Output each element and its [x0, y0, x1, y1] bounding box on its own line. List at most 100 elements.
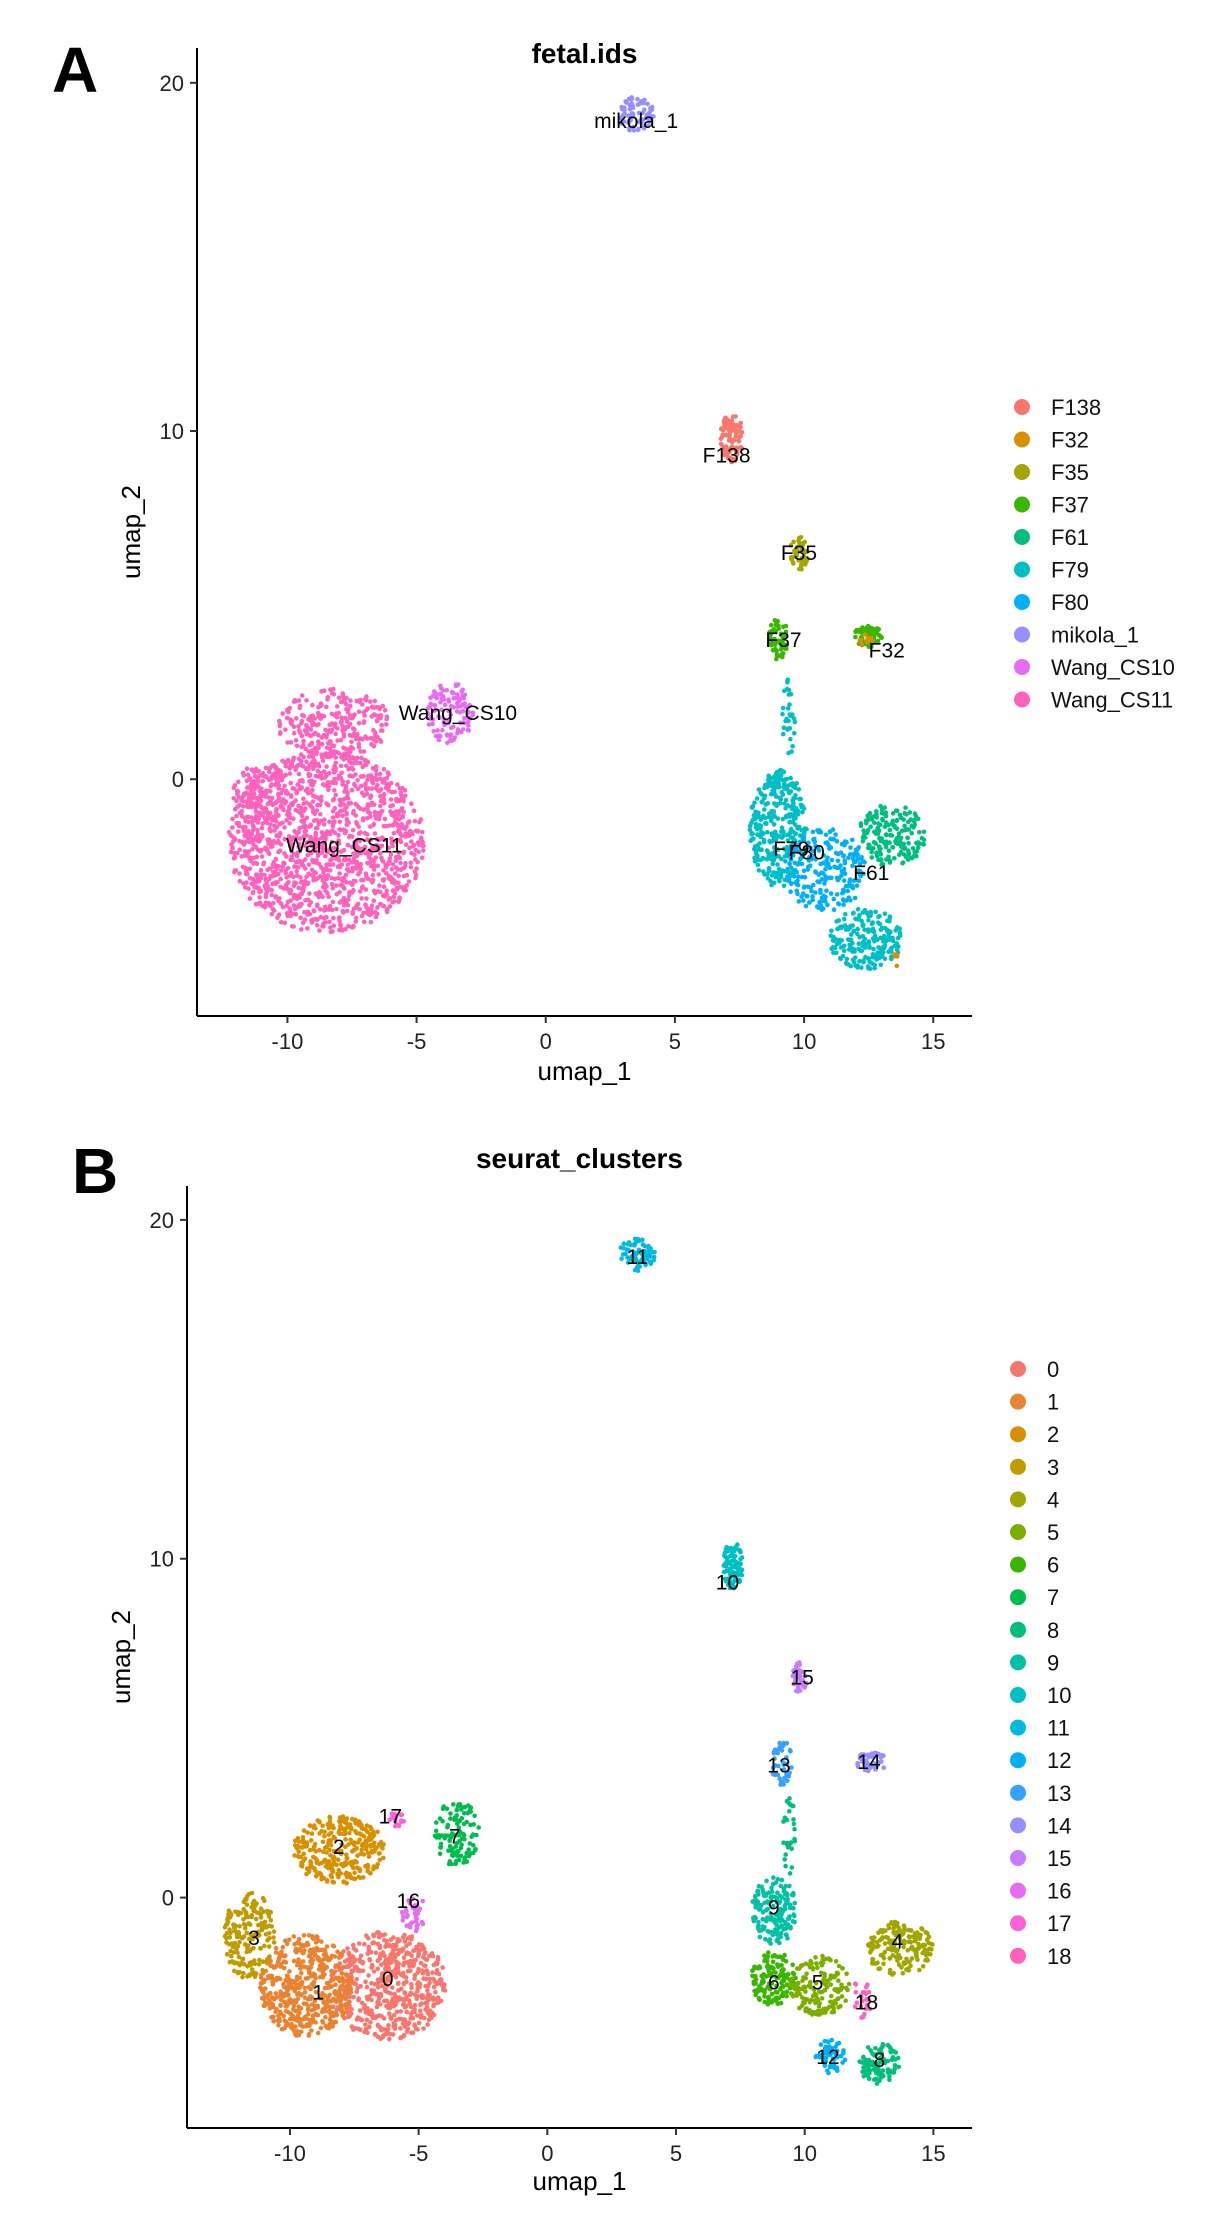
data-point	[807, 900, 812, 905]
data-point	[445, 733, 450, 738]
data-point	[813, 890, 818, 895]
data-point	[413, 1918, 419, 1924]
x-tick-label: 10	[792, 1029, 816, 1054]
data-point	[273, 895, 278, 900]
data-point	[855, 931, 860, 937]
data-point	[371, 1988, 377, 1993]
data-point	[343, 1972, 349, 1977]
data-point	[289, 721, 294, 727]
data-point	[275, 2018, 280, 2023]
data-point	[426, 722, 432, 727]
data-point	[882, 956, 888, 962]
data-point	[347, 721, 353, 727]
data-point	[227, 1927, 232, 1932]
data-point	[294, 716, 299, 721]
data-point	[320, 1849, 326, 1854]
data-point	[330, 862, 336, 867]
data-point	[389, 1960, 394, 1965]
data-point	[324, 745, 330, 751]
data-point	[412, 1973, 418, 1978]
data-point	[327, 1824, 332, 1830]
data-point	[383, 1966, 388, 1971]
data-point	[766, 773, 771, 779]
data-point	[333, 766, 339, 771]
data-point	[253, 834, 258, 840]
data-point	[462, 715, 468, 721]
data-point	[350, 726, 356, 731]
data-point	[799, 557, 804, 563]
data-point	[400, 1997, 405, 2002]
data-point	[314, 825, 320, 831]
data-point	[306, 1933, 312, 1938]
data-point	[279, 1962, 284, 1967]
data-point	[827, 865, 833, 871]
data-point	[415, 1970, 421, 1975]
data-point	[298, 731, 303, 736]
data-point	[365, 860, 370, 866]
data-point	[322, 1985, 328, 1991]
data-point	[879, 836, 884, 841]
data-point	[224, 1940, 229, 1945]
legend-label: Wang_CS10	[1051, 655, 1175, 680]
data-point	[787, 814, 793, 819]
legend-label: Wang_CS11	[1051, 688, 1173, 713]
data-point	[293, 2000, 298, 2005]
data-point	[350, 767, 356, 772]
data-point	[313, 1976, 318, 1981]
data-point	[268, 1918, 274, 1923]
data-point	[303, 806, 308, 811]
data-point	[423, 2007, 428, 2012]
data-point	[723, 419, 729, 425]
data-point	[349, 860, 354, 865]
data-point	[333, 760, 339, 766]
data-point	[270, 906, 276, 912]
data-point	[804, 893, 809, 899]
data-point	[331, 1858, 337, 1864]
data-point	[298, 1992, 304, 1998]
data-point	[304, 874, 309, 879]
data-point	[354, 698, 359, 704]
data-point	[231, 796, 236, 801]
data-point	[750, 805, 755, 810]
data-point	[344, 724, 350, 730]
data-point	[823, 877, 828, 883]
data-point	[322, 1948, 328, 1953]
data-point	[326, 787, 331, 793]
data-point	[371, 727, 376, 733]
data-point	[883, 844, 889, 850]
data-point	[790, 853, 796, 858]
data-point	[414, 1923, 420, 1929]
data-point	[333, 731, 338, 737]
data-point	[304, 722, 309, 728]
data-point	[412, 1948, 418, 1953]
data-point	[377, 706, 383, 712]
data-point	[255, 827, 260, 833]
data-point	[430, 717, 436, 722]
data-point	[874, 957, 879, 962]
data-point	[294, 853, 300, 859]
data-point	[271, 814, 277, 819]
data-point	[304, 2022, 310, 2027]
data-point	[851, 929, 856, 934]
data-point	[308, 850, 314, 856]
data-point	[378, 810, 383, 816]
data-point	[776, 866, 782, 872]
data-point	[239, 809, 245, 814]
data-point	[876, 857, 881, 863]
data-point	[425, 1988, 430, 1993]
data-point	[373, 855, 379, 860]
data-point	[294, 1974, 300, 1980]
data-point	[805, 884, 811, 890]
data-point	[350, 911, 356, 917]
data-point	[371, 888, 377, 894]
data-point	[306, 2031, 312, 2037]
data-point	[381, 2027, 386, 2032]
data-point	[356, 824, 362, 829]
data-point	[244, 1949, 250, 1955]
data-point	[288, 740, 294, 745]
data-point	[759, 815, 765, 820]
data-point	[311, 1984, 317, 1989]
data-point	[409, 839, 414, 844]
data-point	[454, 1850, 459, 1855]
data-point	[282, 2026, 287, 2031]
